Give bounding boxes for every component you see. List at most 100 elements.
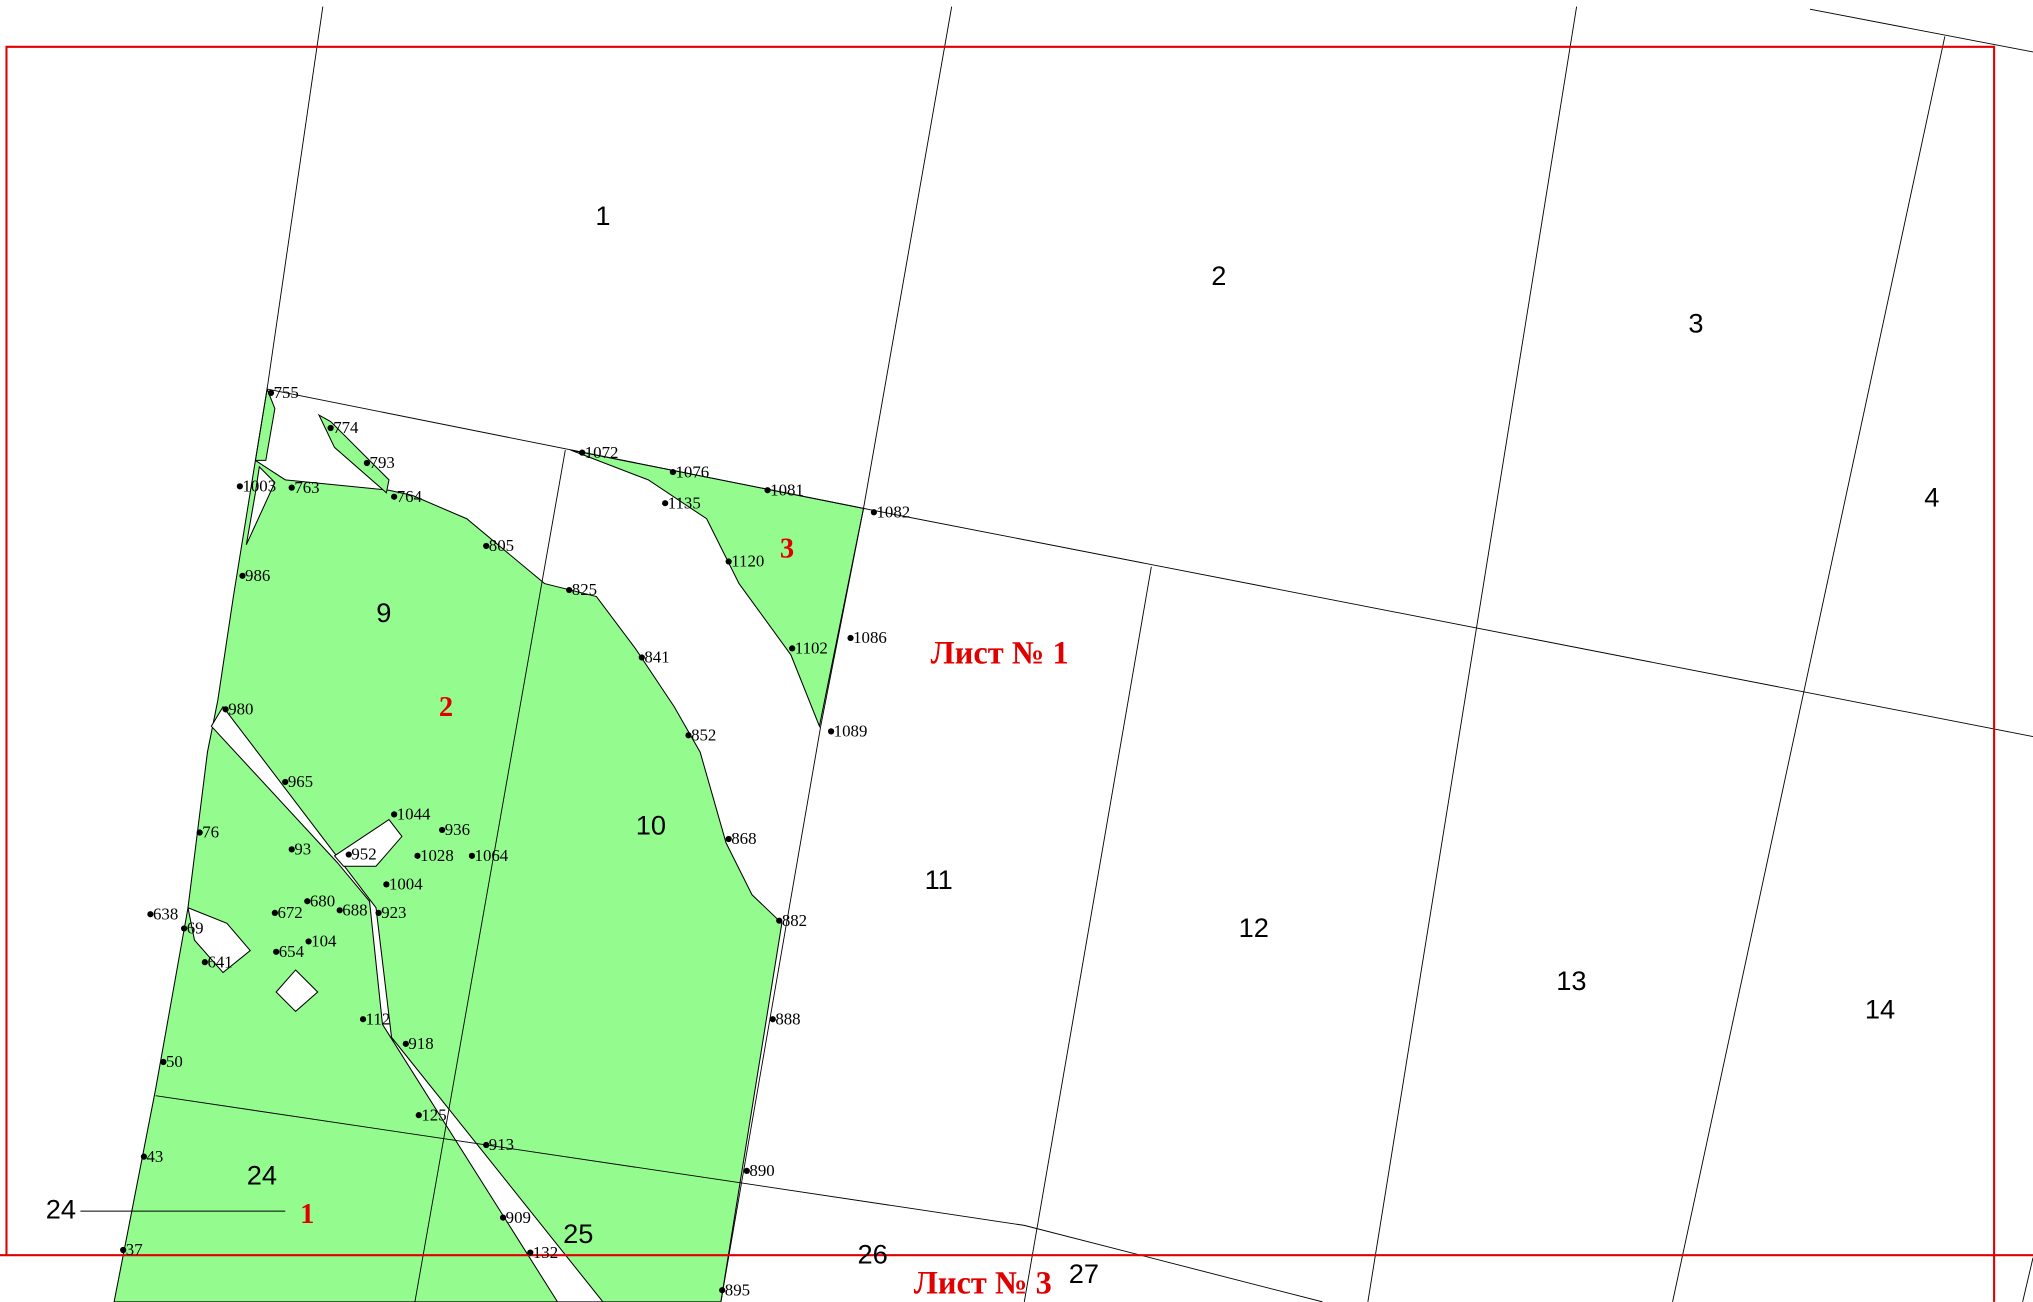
boundary-point — [196, 829, 203, 836]
point-label: 764 — [397, 487, 423, 506]
boundary-point — [870, 509, 877, 516]
boundary-point — [468, 852, 476, 859]
point-label: 69 — [187, 919, 204, 938]
quarter-number: 26 — [857, 1239, 887, 1270]
point-label: 672 — [277, 903, 302, 922]
point-label: 1028 — [420, 846, 454, 865]
boundary-point — [288, 846, 295, 853]
boundary-point — [375, 909, 382, 917]
point-label: 1086 — [853, 628, 887, 647]
point-label: 888 — [775, 1009, 800, 1028]
cutouts — [187, 465, 604, 1302]
boundary-point — [827, 728, 835, 735]
point-label: 680 — [310, 891, 335, 910]
boundary — [1809, 8, 2033, 53]
point-label: 936 — [445, 820, 470, 839]
boundary-point — [685, 732, 692, 739]
point-label: 852 — [691, 725, 716, 744]
quarter-number: 25 — [563, 1218, 593, 1249]
point-label: 1082 — [876, 502, 910, 521]
boundary-point — [402, 1040, 409, 1047]
point-label: 890 — [749, 1161, 774, 1180]
point-label: 825 — [572, 580, 597, 599]
boundary-point — [273, 948, 280, 955]
point-label: 909 — [506, 1208, 531, 1227]
boundary-point — [776, 917, 783, 924]
quarter-number: 12 — [1239, 912, 1269, 943]
boundary-point — [180, 925, 188, 932]
quarter-number: 2 — [1211, 260, 1226, 291]
point-label: 841 — [644, 648, 669, 667]
point-label: 913 — [489, 1135, 514, 1154]
boundary-point — [527, 1249, 534, 1256]
quarter-number: 9 — [376, 597, 391, 628]
point-label: 805 — [489, 536, 514, 555]
point-label: 755 — [274, 383, 299, 402]
plot-area — [317, 413, 390, 494]
boundary-point — [743, 1167, 750, 1175]
enclave — [275, 969, 319, 1013]
point-label: 895 — [725, 1280, 750, 1299]
boundary-point — [414, 852, 421, 859]
point-label: 93 — [294, 840, 311, 859]
plot-area — [113, 459, 783, 1302]
point-label: 654 — [279, 942, 305, 961]
quarter-number: 10 — [636, 810, 666, 841]
boundary-point — [764, 487, 771, 494]
quarter-number: 13 — [1556, 965, 1586, 996]
point-label: 1120 — [731, 552, 764, 571]
point-label: 980 — [228, 700, 253, 719]
point-label: 50 — [166, 1052, 183, 1071]
boundary-point — [305, 938, 312, 945]
boundary-point — [847, 634, 854, 642]
boundary-point — [383, 881, 390, 888]
point-label: 125 — [421, 1105, 446, 1124]
point-label: 774 — [333, 418, 359, 437]
point-label: 1044 — [397, 805, 431, 824]
boundary-point — [638, 654, 645, 661]
boundary-point — [483, 542, 490, 550]
point-label: 868 — [731, 829, 756, 848]
boundary-point — [120, 1246, 127, 1254]
boundary-point — [719, 1287, 726, 1294]
quarter-number: 11 — [925, 864, 953, 895]
boundary-point — [499, 1214, 507, 1221]
point-label: 1081 — [770, 480, 804, 499]
point-label: 1076 — [676, 462, 710, 481]
sheet-label: Лист № 3 — [914, 1266, 1052, 1302]
quarter-number: 3 — [1688, 308, 1703, 339]
point-label: 1089 — [834, 722, 868, 741]
point-label: 37 — [126, 1240, 143, 1259]
boundary — [1367, 6, 1578, 1302]
quarter-number: 27 — [1069, 1258, 1099, 1289]
boundary-point — [222, 706, 229, 713]
enclave — [245, 465, 276, 545]
boundary-point — [147, 911, 154, 918]
point-label: 104 — [311, 932, 337, 951]
point-label: 641 — [207, 952, 232, 971]
boundary — [414, 449, 566, 1302]
boundary-point — [439, 826, 446, 834]
point-label: 76 — [202, 823, 219, 842]
boundary-point — [359, 1016, 367, 1023]
boundary-point — [662, 500, 669, 507]
point-label: 882 — [782, 911, 807, 930]
point-label: 793 — [370, 453, 395, 472]
boundary — [1672, 36, 1946, 1302]
boundary-point — [391, 811, 398, 818]
boundary-point — [669, 468, 677, 476]
point-label: 952 — [351, 845, 376, 864]
quarter-boundaries — [80, 6, 2033, 1302]
sheet-frame — [5, 45, 1996, 1302]
boundary — [155, 1095, 1323, 1302]
boundary-point — [327, 424, 334, 432]
quarter-number: 14 — [1865, 994, 1895, 1025]
point-label: 1004 — [389, 875, 423, 894]
boundary-point — [483, 1141, 490, 1149]
point-label: 1102 — [795, 639, 828, 658]
sheet-label: Лист № 1 — [931, 636, 1069, 672]
boundary-point — [239, 572, 246, 579]
boundary-point — [201, 959, 208, 966]
point-label: 1135 — [668, 493, 701, 512]
